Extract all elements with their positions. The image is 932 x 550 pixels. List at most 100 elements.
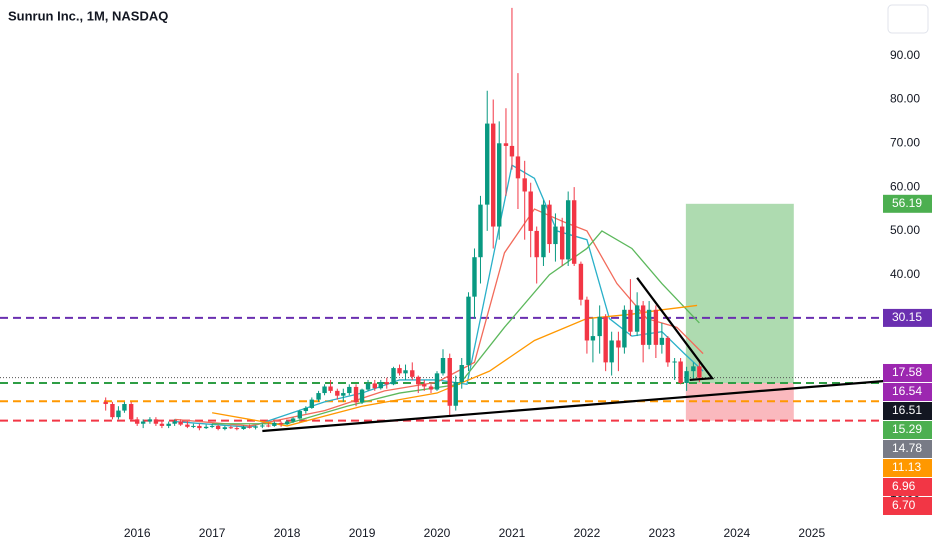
- candle-body: [185, 424, 190, 427]
- price-label: 6.70: [892, 498, 916, 512]
- candle-body: [534, 230, 539, 258]
- candle-body: [316, 393, 321, 400]
- price-label: 15.29: [892, 422, 922, 436]
- candle-body: [234, 428, 240, 430]
- candle-body: [110, 404, 115, 418]
- price-label-bg: [883, 382, 932, 401]
- x-tick-label: 2024: [723, 526, 750, 540]
- trendline: [636, 277, 715, 382]
- candle-body: [197, 425, 202, 429]
- candle-body: [515, 156, 521, 179]
- candle-body: [559, 226, 565, 260]
- price-label-bg: [883, 439, 932, 458]
- profit-zone: [685, 203, 794, 384]
- candle-body: [547, 204, 552, 245]
- candle-body: [522, 178, 527, 192]
- moving-average: [212, 304, 698, 427]
- candle-body: [503, 143, 509, 146]
- candle-body: [478, 204, 483, 258]
- candle-body: [128, 404, 134, 420]
- price-label: 11.13: [892, 460, 921, 474]
- candle-body: [672, 361, 677, 363]
- x-tick-label: 2021: [499, 526, 526, 540]
- candle-body: [597, 316, 602, 337]
- price-label-bg: [883, 308, 932, 327]
- candle-body: [272, 422, 277, 426]
- candle-body: [634, 305, 640, 332]
- candle-body: [335, 390, 340, 396]
- candle-body: [284, 421, 290, 425]
- candle-body: [290, 418, 296, 422]
- candle-body: [147, 419, 153, 422]
- candle-body: [159, 423, 165, 426]
- candle-body: [303, 407, 309, 412]
- candle-body: [172, 421, 177, 424]
- candle-body: [410, 370, 415, 377]
- candle-body: [584, 299, 590, 341]
- candle-body: [440, 358, 446, 374]
- x-tick-label: 2022: [574, 526, 601, 540]
- candle-body: [247, 426, 252, 428]
- candle-body: [697, 366, 702, 378]
- candle-body: [578, 263, 584, 300]
- candle-body: [553, 226, 558, 245]
- candle-body: [384, 382, 389, 385]
- candle-body: [103, 401, 108, 405]
- candle-body: [328, 386, 333, 391]
- candle-body: [628, 309, 633, 332]
- candle-body: [609, 340, 614, 363]
- candle-body: [622, 309, 627, 348]
- candle-body: [347, 386, 352, 394]
- candle-body: [653, 309, 659, 345]
- candle-body: [297, 411, 303, 419]
- candle-body: [603, 316, 608, 363]
- candle-body: [416, 376, 421, 385]
- candle-body: [260, 425, 265, 427]
- candle-body: [353, 386, 359, 403]
- candle-body: [691, 366, 696, 372]
- candle-body: [378, 382, 383, 389]
- price-label-bg: [883, 458, 932, 477]
- candle-body: [684, 371, 689, 383]
- candle-body: [209, 425, 215, 427]
- x-tick-label: 2017: [199, 526, 226, 540]
- candle-body: [616, 340, 621, 348]
- price-label-bg: [883, 420, 932, 439]
- candle-body: [241, 426, 246, 429]
- candle-body: [322, 386, 327, 394]
- candle-body: [659, 337, 665, 345]
- menu-button[interactable]: [887, 4, 929, 34]
- candle-body: [266, 425, 271, 427]
- candle-body: [365, 383, 371, 390]
- candle-body: [341, 393, 346, 396]
- price-label: 16.54: [892, 384, 922, 398]
- trendline: [262, 379, 885, 433]
- candle-body: [253, 426, 258, 428]
- candle-body: [278, 422, 284, 425]
- x-tick-label: 2019: [349, 526, 376, 540]
- candle-body: [397, 368, 402, 374]
- candle-body: [678, 361, 683, 383]
- y-tick-label: 80.00: [890, 92, 920, 106]
- candle-body: [485, 123, 490, 205]
- candle-body: [459, 365, 464, 383]
- candle-body: [166, 423, 171, 426]
- candle-body: [640, 305, 646, 345]
- candle-body: [403, 370, 408, 374]
- price-label-bg: [883, 477, 932, 496]
- price-label: 16.51: [892, 403, 922, 417]
- candle-body: [222, 427, 228, 429]
- candle-body: [203, 426, 209, 429]
- candle-body: [571, 200, 577, 264]
- y-tick-label: 70.00: [890, 135, 920, 149]
- candle-body: [122, 404, 127, 411]
- y-tick-label: 60.00: [890, 179, 920, 193]
- chart-title: Sunrun Inc., 1M, NASDAQ: [8, 8, 168, 23]
- moving-average: [212, 230, 700, 425]
- candle-body: [309, 399, 315, 408]
- price-label: 17.58: [892, 365, 922, 379]
- x-tick-label: 2020: [424, 526, 451, 540]
- candle-body: [646, 309, 652, 345]
- price-label-bg: [883, 401, 932, 420]
- candle-body: [590, 336, 596, 341]
